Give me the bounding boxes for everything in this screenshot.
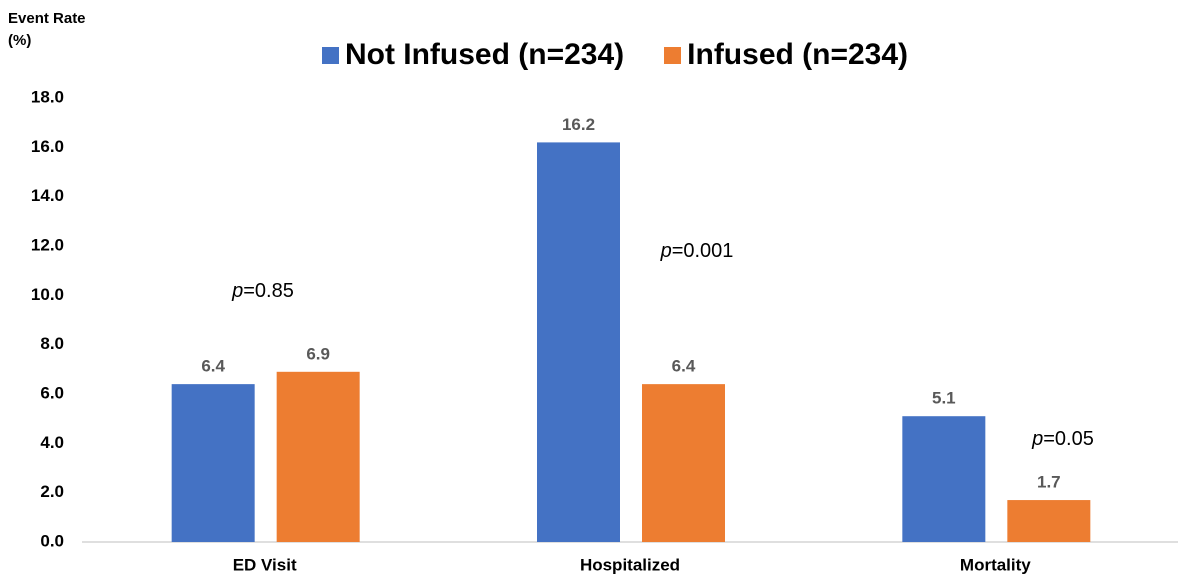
y-tick-label: 4.0 — [40, 433, 64, 452]
data-label: 6.4 — [201, 357, 225, 376]
legend-label: Not Infused (n=234) — [344, 38, 625, 71]
legend-label: Infused (n=234) — [687, 38, 909, 71]
y-tick-label: 8.0 — [40, 334, 64, 353]
y-tick-label: 0.0 — [40, 531, 64, 550]
p-value: p=0.05 — [1031, 428, 1094, 450]
y-tick-label: 2.0 — [40, 482, 64, 501]
y-tick-label: 10.0 — [31, 285, 64, 304]
y-tick-label: 16.0 — [31, 137, 64, 156]
data-label: 5.1 — [932, 389, 956, 408]
legend-swatch — [664, 46, 682, 64]
x-tick-label: Mortality — [960, 555, 1031, 574]
bar — [171, 384, 255, 542]
p-value: p=0.85 — [231, 280, 294, 302]
x-tick-label: ED Visit — [233, 555, 297, 574]
bar — [537, 142, 620, 542]
y-tick-label: 12.0 — [31, 235, 64, 254]
legend: Not Infused (n=234) Infused (n=234) — [0, 38, 1183, 72]
legend-item: Infused (n=234) — [664, 38, 908, 72]
bar — [642, 384, 725, 542]
data-label: 6.4 — [672, 357, 696, 376]
x-tick-label: Hospitalized — [580, 555, 680, 574]
legend-item: Not Infused (n=234) — [321, 38, 625, 72]
bar — [902, 416, 986, 542]
p-value: p=0.001 — [660, 240, 734, 262]
data-label: 16.2 — [562, 115, 595, 134]
bar — [1007, 500, 1091, 542]
y-axis-title: Event Rate (%) — [8, 10, 86, 49]
data-label: 6.9 — [306, 344, 330, 363]
y-tick-label: 14.0 — [31, 186, 64, 205]
data-label: 1.7 — [1037, 473, 1061, 492]
legend-swatch — [321, 46, 339, 64]
y-tick-label: 6.0 — [40, 383, 64, 402]
bar — [276, 371, 360, 542]
y-tick-label: 18.0 — [31, 87, 64, 106]
